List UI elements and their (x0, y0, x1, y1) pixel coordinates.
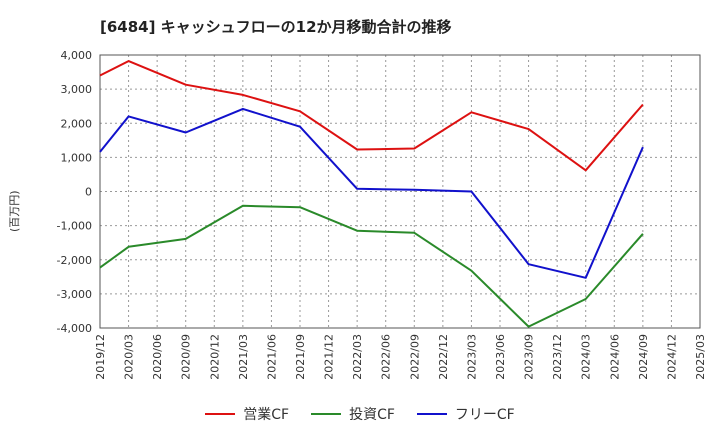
series-layer (99, 60, 644, 328)
x-tick-label: 2024/09 (637, 334, 650, 380)
y-tick-label: -2,000 (57, 254, 92, 267)
x-tick-label: 2023/09 (523, 334, 536, 380)
y-tick-label: 0 (85, 186, 92, 199)
x-tick-label: 2024/06 (608, 334, 621, 380)
series-line-投資CF (99, 204, 644, 328)
legend: 営業CF 投資CF フリーCF (0, 404, 720, 424)
x-tick-label: 2021/03 (237, 334, 250, 380)
x-tick-label: 2022/09 (408, 334, 421, 380)
x-tick-label: 2023/03 (465, 334, 478, 380)
x-tick-label: 2021/09 (294, 334, 307, 380)
series-line-営業CF (99, 60, 644, 172)
x-tick-label: 2024/03 (580, 334, 593, 380)
y-tick-labels: 4,000 3,000 2,000 1,000 0 -1,000 -2,000 -3,000 -… (57, 49, 92, 335)
x-tick-label: 2024/12 (665, 334, 678, 380)
legend-item: 投資CF (311, 404, 395, 424)
grid-lines (99, 54, 701, 329)
x-tick-label: 2022/03 (351, 334, 364, 380)
legend-swatch (416, 413, 447, 415)
x-tick-label: 2023/06 (494, 334, 507, 380)
y-tick-label: -3,000 (57, 288, 92, 301)
x-tick-label: 2020/09 (180, 334, 193, 380)
y-tick-label: -4,000 (57, 322, 92, 335)
x-tick-label: 2022/06 (380, 334, 393, 380)
x-tick-label: 2025/03 (694, 334, 707, 380)
legend-swatch (205, 413, 236, 415)
x-tick-label: 2020/03 (123, 334, 136, 380)
y-tick-label: -1,000 (57, 220, 92, 233)
legend-label: 投資CF (349, 407, 395, 423)
x-tick-label: 2019/12 (94, 334, 107, 380)
chart-title: [6484] キャッシュフローの12か月移動合計の推移 (100, 18, 452, 36)
plot-area-frame (99, 54, 701, 329)
y-tick-label: 2,000 (61, 117, 93, 130)
legend-item: 営業CF (205, 404, 289, 424)
legend-swatch (311, 413, 342, 415)
legend-item: フリーCF (416, 404, 515, 424)
x-tick-label: 2021/06 (265, 334, 278, 380)
y-tick-label: 4,000 (61, 49, 93, 62)
x-tick-label: 2022/12 (437, 334, 450, 380)
legend-label: 営業CF (243, 407, 290, 423)
y-tick-label: 3,000 (61, 83, 93, 96)
x-tick-label: 2023/12 (551, 334, 564, 380)
y-tick-label: 1,000 (61, 151, 93, 164)
x-tick-label: 2020/12 (208, 334, 221, 380)
x-tick-label: 2021/12 (323, 334, 336, 380)
x-tick-labels: 2019/12 2020/03 2020/06 2020/09 2020/12 2021/… (94, 334, 707, 380)
x-tick-label: 2020/06 (151, 334, 164, 380)
legend-label: フリーCF (454, 407, 515, 423)
series-line-フリーCF (99, 107, 644, 279)
